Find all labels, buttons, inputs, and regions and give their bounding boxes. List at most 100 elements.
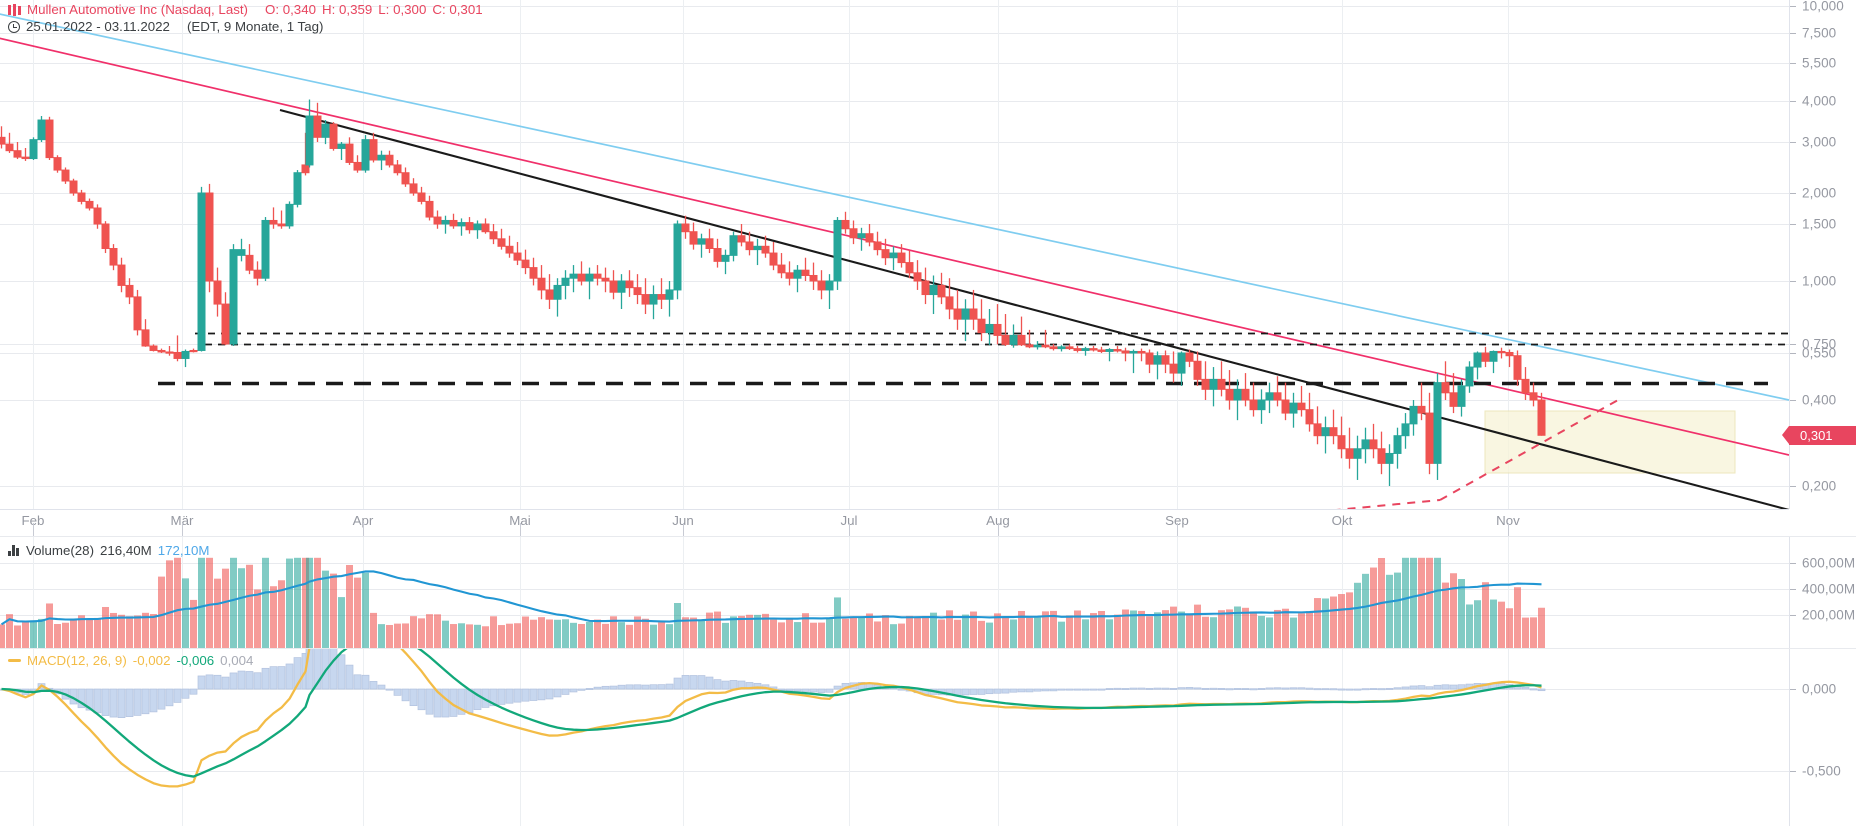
volume-bar [1178, 611, 1185, 648]
volume-bar [0, 624, 5, 648]
volume-bar [294, 557, 301, 648]
macd-histogram-bar [673, 677, 682, 690]
volume-bar [906, 615, 913, 648]
volume-bar [1202, 616, 1209, 648]
axis-tick-label: 5,500 [1802, 55, 1837, 71]
volume-bar [306, 557, 313, 648]
volume-pane[interactable]: 600,00M 400,00M 200,00M Volume(28) 216,40M… [0, 537, 1856, 649]
macd-histogram-bar [729, 680, 738, 690]
macd-histogram-bar [721, 680, 730, 690]
volume-bar [1450, 573, 1457, 648]
volume-bar [1458, 579, 1465, 648]
volume-bar [554, 619, 561, 648]
macd-histogram-bar [385, 688, 394, 691]
volume-bar [762, 613, 769, 648]
volume-bar [626, 624, 633, 648]
volume-bar [1010, 619, 1017, 648]
volume-bar [198, 557, 205, 648]
price-pane[interactable]: 10,000 7,500 5,500 4,000 3,000 2,000 1,500 1,00… [0, 0, 1856, 509]
volume-bar [1162, 610, 1169, 648]
macd-histogram-bar [961, 688, 970, 696]
macd-histogram-bar [313, 649, 322, 690]
time-axis-label: Apr [352, 513, 374, 528]
volume-bar [1514, 587, 1521, 648]
macd-scale-axis[interactable]: 0,000-0,500-1,000 [1789, 649, 1856, 826]
macd-histogram-bar [1201, 687, 1210, 690]
price-plot-area[interactable] [0, 0, 1789, 509]
volume-bar [770, 619, 777, 648]
volume-bar [890, 624, 897, 648]
macd-histogram-bar [1145, 687, 1154, 690]
volume-bar [22, 622, 29, 648]
macd-histogram-bar [221, 676, 230, 690]
volume-bar [546, 619, 553, 648]
macd-histogram-bar [1137, 687, 1146, 690]
macd-histogram-bar [817, 688, 826, 693]
volume-bar [666, 624, 673, 648]
macd-histogram-bar [1321, 688, 1330, 691]
volume-bar [722, 622, 729, 648]
axis-tick-label: 0,750 [1802, 336, 1837, 352]
time-axis-label: Sep [1165, 513, 1189, 528]
macd-histogram-bar [1329, 688, 1338, 691]
macd-histogram-bar [457, 688, 466, 715]
macd-histogram-bar [1289, 687, 1298, 690]
macd-histogram-bar [1393, 687, 1402, 690]
volume-bar [1426, 557, 1433, 648]
volume-bar [1002, 617, 1009, 648]
volume-bar [314, 557, 321, 648]
macd-histogram-bar [353, 674, 362, 690]
macd-histogram-bar [1033, 688, 1042, 692]
volume-bar [634, 616, 641, 648]
macd-histogram-bar [1249, 688, 1258, 691]
macd-histogram-bar [1345, 688, 1354, 691]
volume-bar [938, 619, 945, 648]
macd-pane[interactable]: 0,000-0,500-1,000 MACD(12, 26, 9) -0,002… [0, 649, 1856, 826]
macd-histogram-bar [165, 688, 174, 707]
volume-bar [674, 603, 681, 648]
volume-bar [346, 564, 353, 648]
macd-histogram-bar [489, 688, 498, 707]
macd-histogram-bar [569, 688, 578, 693]
volume-bar [898, 623, 905, 648]
volume-bar [1130, 610, 1137, 648]
macd-histogram-bar [505, 688, 514, 704]
price-chart-svg [0, 0, 1789, 509]
time-axis-tick [33, 523, 34, 536]
volume-bar [578, 623, 585, 648]
volume-bar [1346, 592, 1353, 648]
volume-bar [394, 623, 401, 648]
macd-line [1, 649, 1542, 788]
volume-bar [610, 616, 617, 648]
volume-bar [1306, 611, 1313, 648]
volume-bar [134, 615, 141, 648]
macd-histogram-bar [393, 688, 402, 696]
macd-histogram-bar [269, 666, 278, 690]
macd-histogram-bar [1209, 687, 1218, 690]
axis-tick-label: 1,000 [1802, 273, 1837, 289]
macd-histogram-bar [1537, 688, 1546, 692]
time-axis-label: Aug [986, 513, 1010, 528]
volume-bar [126, 616, 133, 648]
volume-bar [62, 622, 69, 648]
macd-histogram-bar [633, 684, 642, 690]
time-axis[interactable]: Feb Mär Apr Mai Jun Jul Aug Sep Okt Nov [0, 509, 1856, 537]
macd-histogram-bar [157, 688, 166, 710]
macd-histogram-bar [441, 688, 450, 718]
axis-tick-label: 3,000 [1802, 134, 1837, 150]
volume-bar [882, 615, 889, 648]
volume-plot-area[interactable] [0, 537, 1789, 649]
macd-histogram-bar [101, 688, 110, 716]
macd-histogram-bar [1129, 687, 1138, 690]
macd-histogram-bar [1449, 684, 1458, 690]
macd-plot-area[interactable] [0, 649, 1789, 826]
price-scale-axis[interactable]: 10,000 7,500 5,500 4,000 3,000 2,000 1,500 1,00… [1789, 0, 1856, 509]
volume-bar [794, 622, 801, 648]
volume-scale-axis[interactable]: 600,00M 400,00M 200,00M [1789, 537, 1856, 649]
volume-bar [174, 557, 181, 648]
candlestick-series [0, 99, 1546, 486]
macd-histogram-bar [125, 688, 134, 717]
macd-histogram-bar [1385, 687, 1394, 690]
volume-bar [986, 622, 993, 648]
volume-bar [682, 617, 689, 648]
